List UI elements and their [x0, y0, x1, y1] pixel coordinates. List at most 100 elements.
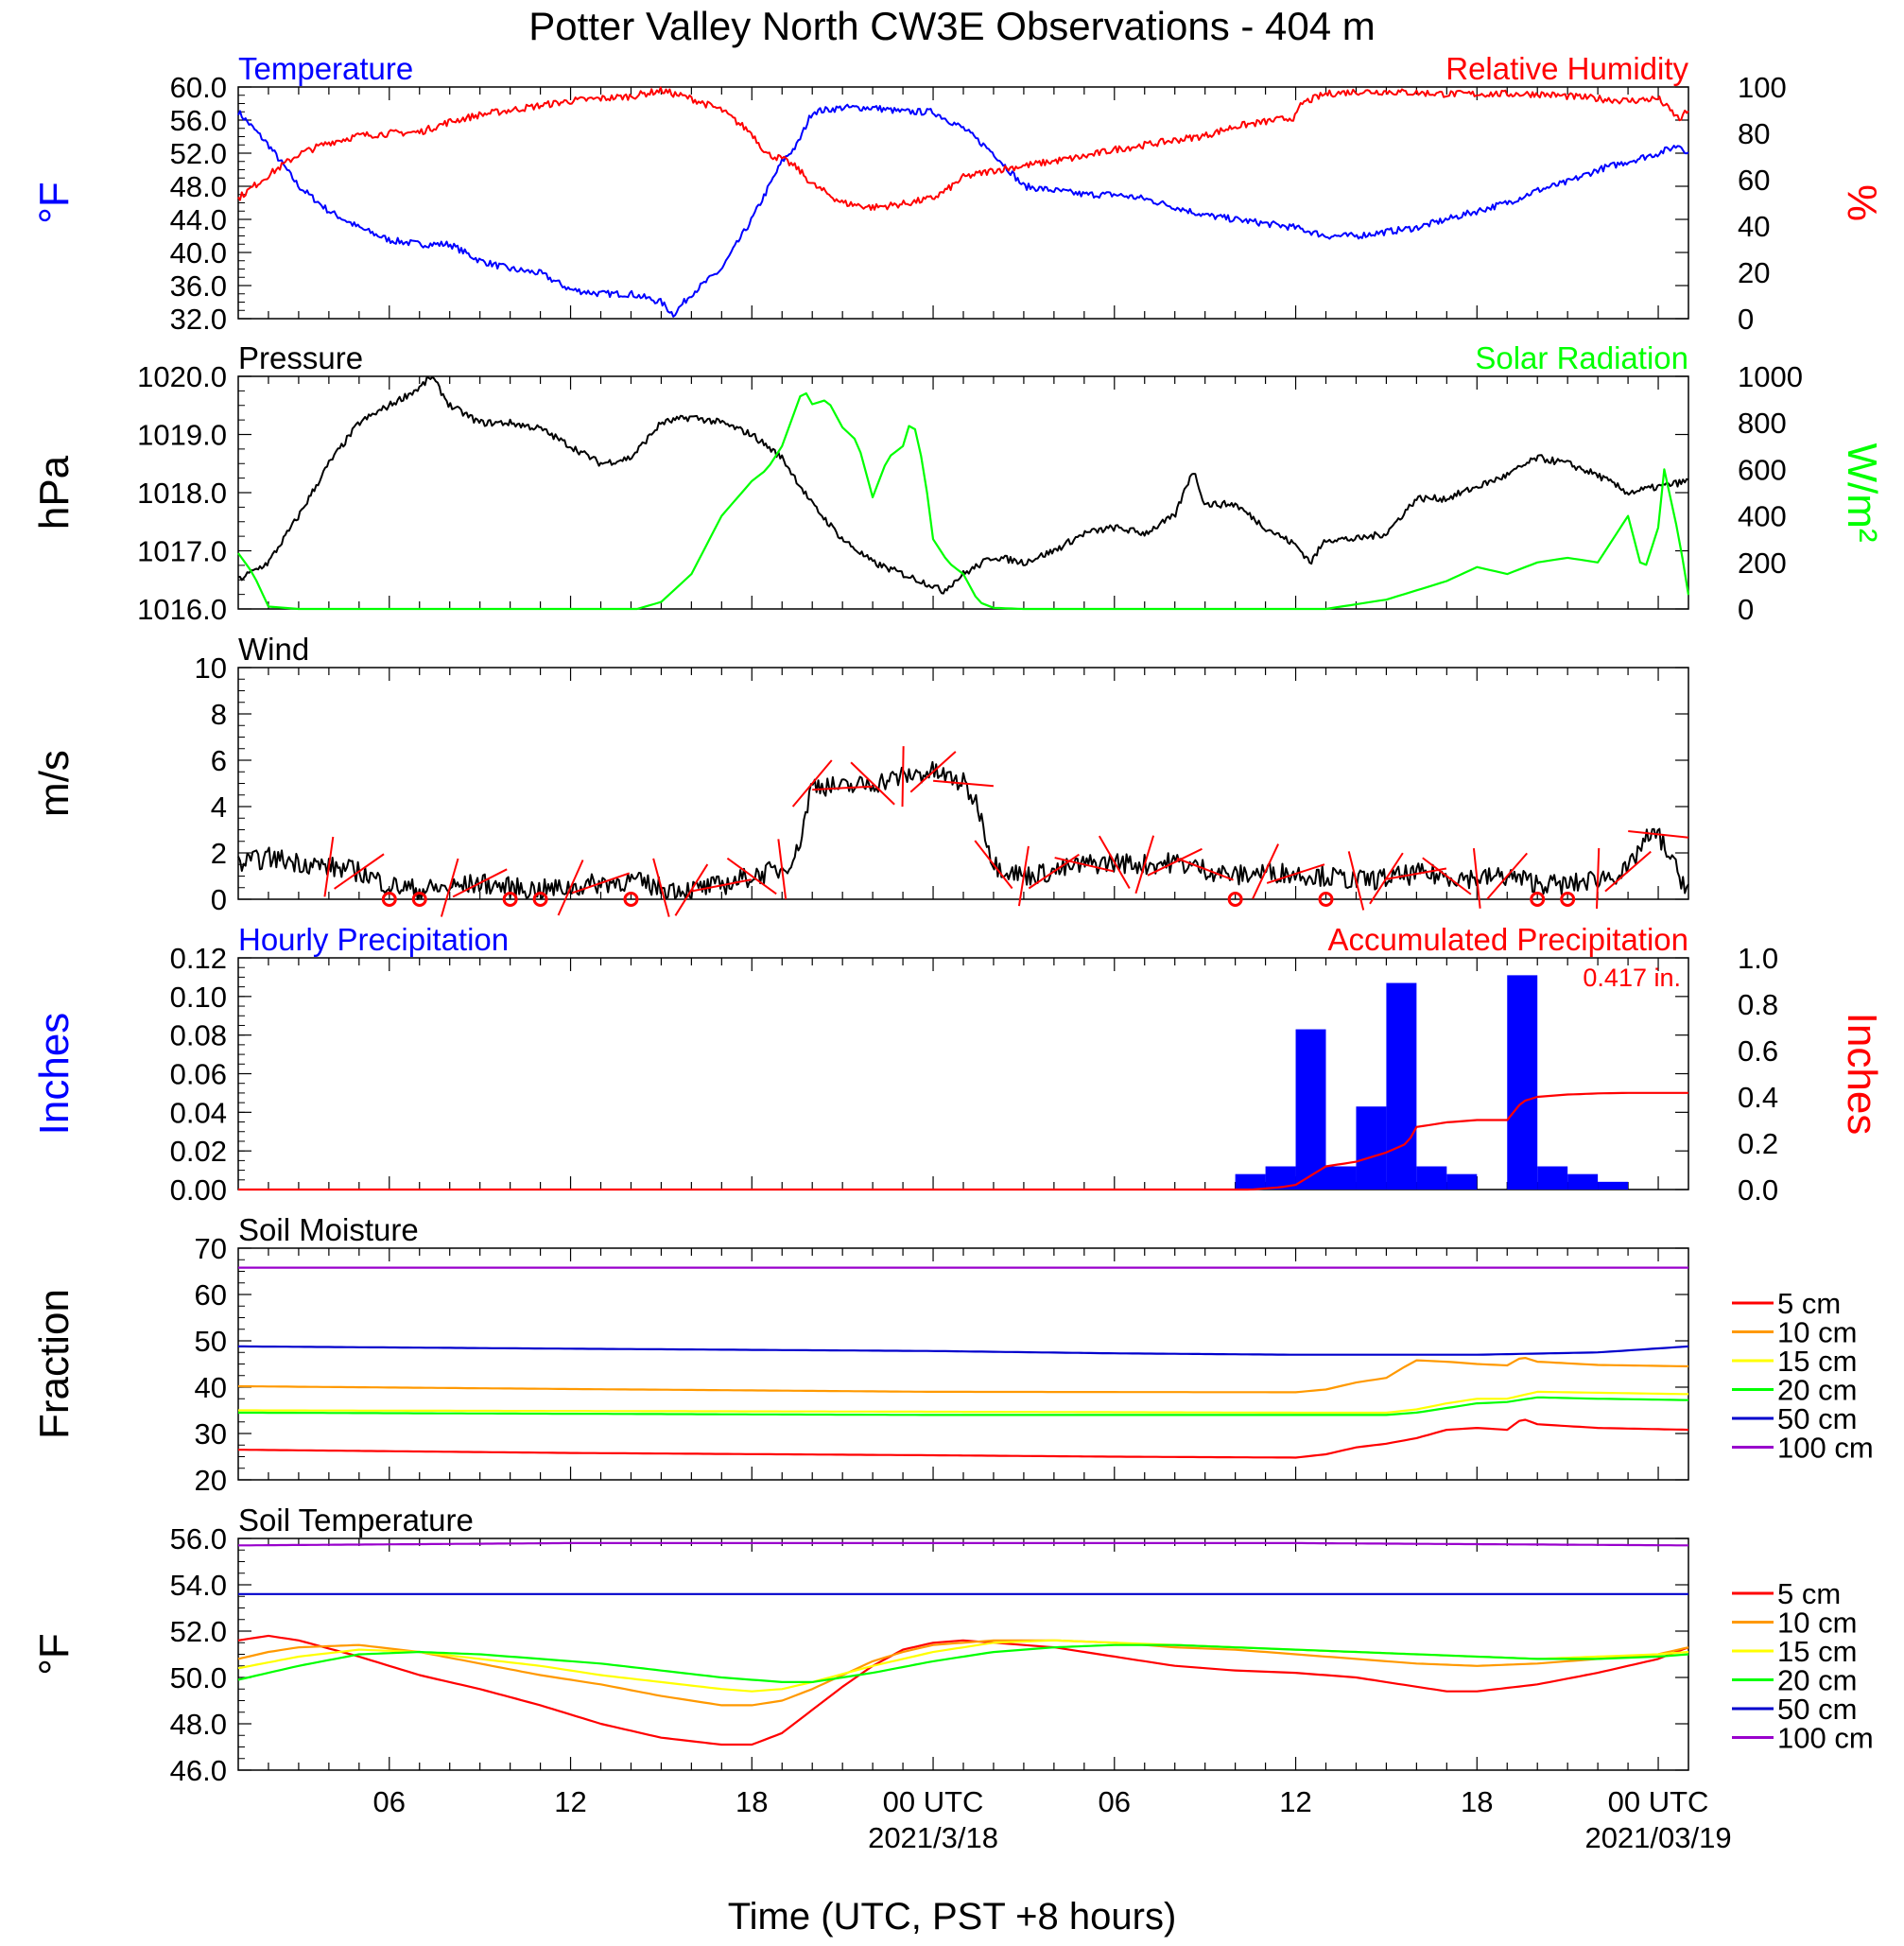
wind-barb [323, 836, 335, 897]
y-tick-label: 46.0 [170, 1754, 227, 1787]
x-tick-label: 12 [1279, 1785, 1311, 1818]
x-tick-label: 00 UTC [1608, 1785, 1709, 1818]
y-axis-label: °F [31, 1633, 78, 1675]
y-tick-label: 6 [211, 744, 227, 777]
calm-marker [1227, 892, 1243, 907]
calm-marker [502, 892, 518, 907]
right-y-tick-label: 1000 [1738, 360, 1803, 393]
y-tick-label: 0.10 [170, 981, 227, 1014]
right-y-tick-label: 0.6 [1738, 1034, 1778, 1068]
precip-bar [1537, 1166, 1568, 1190]
y-tick-label: 52.0 [170, 1615, 227, 1648]
legend-label: 5 cm [1777, 1577, 1841, 1610]
precip-bar [1598, 1181, 1629, 1190]
calm-marker [623, 892, 639, 907]
legend-label: 100 cm [1777, 1432, 1874, 1465]
wind-barb [652, 858, 670, 917]
wind-barb [1098, 835, 1131, 890]
y-tick-label: 40 [195, 1371, 227, 1404]
calm-marker [1560, 892, 1576, 907]
calm-marker [411, 892, 427, 907]
panel-soil_temp: 46.0 48.0 50.0 52.0 54.0 56.0 Soil Temperature… [31, 1503, 1874, 1787]
legend-label: 15 cm [1777, 1345, 1857, 1378]
right-y-tick-label: 100 [1738, 71, 1787, 104]
wind-barb [791, 759, 833, 808]
series-line [237, 391, 1690, 611]
wind-barb [1596, 847, 1601, 909]
panel-title: Soil Temperature [238, 1503, 474, 1538]
series-line-5cm [238, 1418, 1689, 1459]
y-tick-label: 54.0 [170, 1569, 227, 1602]
right-y-tick-label: 80 [1738, 117, 1770, 150]
precip-bar [1416, 1166, 1447, 1190]
precip-bar [1507, 975, 1538, 1190]
y-tick-label: 30 [195, 1417, 227, 1451]
right-y-tick-label: 0.0 [1738, 1173, 1778, 1207]
right-y-tick-label: 0 [1738, 593, 1754, 626]
legend-label: 50 cm [1777, 1402, 1857, 1435]
wind-barb [1386, 867, 1447, 880]
figure-title: Potter Valley North CW3E Observations - … [528, 4, 1376, 48]
y-tick-label: 32.0 [170, 303, 227, 336]
wind-barb [452, 868, 508, 898]
panel-right-title: Relative Humidity [1445, 51, 1688, 86]
precip-bar [1325, 1166, 1357, 1190]
panel-precip: 0.00 0.02 0.04 0.06 0.08 0.10 0.12 0.0 0.2 0.4 0.6… [31, 922, 1885, 1207]
wind-barb [1266, 863, 1325, 884]
x-tick-label: 06 [373, 1785, 406, 1818]
calm-marker [532, 892, 548, 907]
series-line-10cm [237, 1356, 1689, 1394]
wind-barb [1147, 847, 1203, 877]
y-tick-label: 0.12 [170, 942, 227, 975]
wind-barb [1176, 857, 1234, 881]
y-tick-label: 48.0 [170, 170, 227, 203]
panel-title: Wind [238, 632, 309, 667]
y-tick-label: 0.06 [170, 1058, 227, 1091]
wind-barb [1628, 830, 1688, 839]
y-tick-label: 60.0 [170, 71, 227, 104]
y-tick-label: 56.0 [170, 104, 227, 137]
y-tick-label: 56.0 [170, 1522, 227, 1555]
wind-barb [777, 839, 788, 900]
y-tick-label: 52.0 [170, 137, 227, 170]
series-line-20cm [238, 1396, 1689, 1416]
right-y-tick-label: 20 [1738, 256, 1770, 289]
y-tick-label: 36.0 [170, 269, 227, 303]
legend-label: 10 cm [1777, 1607, 1857, 1640]
wind-barb [1252, 843, 1280, 900]
panel-temp_rh: 32.036.040.044.048.052.056.060.0 0 20 40 60 8… [31, 51, 1885, 336]
y-tick-label: 70 [195, 1232, 227, 1265]
y-axis-label: Fraction [31, 1289, 78, 1439]
wind-barb [1347, 851, 1365, 911]
right-y-axis-label: W/m² [1839, 443, 1885, 542]
wind-barb [850, 761, 895, 806]
wind-barb [1472, 848, 1481, 909]
wind-barb [1028, 853, 1080, 890]
wind-barb [691, 878, 752, 893]
wind-barb [571, 872, 631, 895]
y-tick-label: 1016.0 [137, 593, 227, 626]
series-line [238, 1091, 1688, 1191]
plot-frame [237, 957, 1689, 1190]
series-line [237, 86, 1689, 211]
wind-barb [1604, 850, 1652, 893]
wind-barb [726, 857, 777, 895]
legend-label: 15 cm [1777, 1635, 1857, 1668]
x-date-label: 2021/03/19 [1584, 1821, 1731, 1854]
precip-bar [1295, 1029, 1326, 1190]
precip-bar [1386, 982, 1417, 1190]
y-axis-label: m/s [31, 750, 78, 817]
y-tick-label: 10 [195, 652, 227, 685]
series-line-20cm [237, 1643, 1689, 1684]
right-y-tick-label: 0.2 [1738, 1127, 1778, 1160]
x-date-label: 2021/3/18 [868, 1821, 998, 1854]
right-y-tick-label: 800 [1738, 407, 1787, 440]
wind-barb [1017, 845, 1030, 907]
wind-barb [901, 746, 905, 808]
wind-barb [674, 863, 709, 916]
y-tick-label: 1017.0 [137, 535, 227, 568]
series-line-15cm [238, 1390, 1688, 1415]
y-tick-label: 0.04 [170, 1096, 227, 1129]
